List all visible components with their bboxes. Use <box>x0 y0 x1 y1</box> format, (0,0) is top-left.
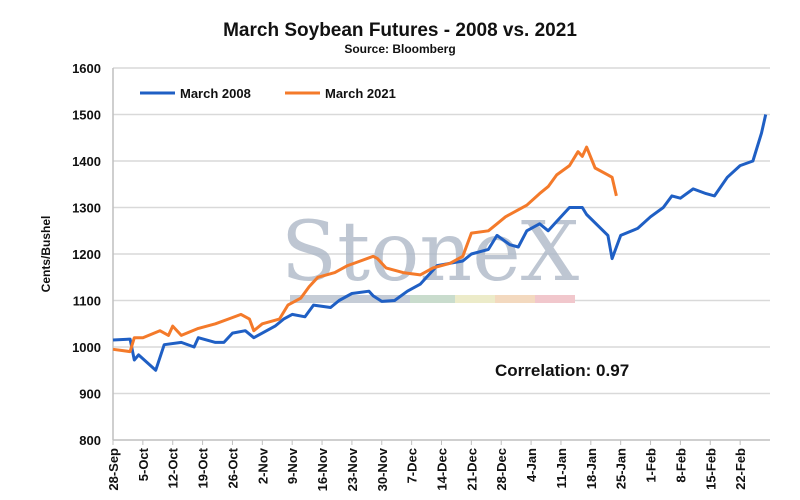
x-tick-label: 7-Dec <box>405 448 420 483</box>
x-tick-label: 16-Nov <box>315 447 330 491</box>
watermark-bar-orange <box>495 295 535 303</box>
legend: March 2008 March 2021 <box>140 86 396 101</box>
x-tick-label: 23-Nov <box>345 447 360 491</box>
watermark-bar-pink <box>535 295 575 303</box>
watermark: StoneX <box>281 205 579 303</box>
x-tick-label: 15-Feb <box>703 448 718 490</box>
x-tick-label: 11-Jan <box>554 448 569 489</box>
watermark-text: StoneX <box>281 205 579 300</box>
x-tick-label: 28-Dec <box>494 448 509 491</box>
x-tick-label: 1-Feb <box>644 448 659 483</box>
y-tick-label: 800 <box>79 433 101 448</box>
correlation-annotation: Correlation: 0.97 <box>495 361 629 380</box>
x-tick-label: 26-Oct <box>225 447 240 488</box>
x-tick-label: 8-Feb <box>673 448 688 483</box>
x-tick-label: 14-Dec <box>435 448 450 491</box>
x-tick-label: 22-Feb <box>733 448 748 490</box>
y-tick-label: 1600 <box>72 61 101 76</box>
watermark-bar-green <box>410 295 455 303</box>
x-tick-label: 25-Jan <box>614 448 629 489</box>
series-line-march-2021 <box>112 145 618 354</box>
x-tick-label: 12-Oct <box>166 447 181 488</box>
legend-label-2008: March 2008 <box>180 86 251 101</box>
y-tick-label: 900 <box>79 387 101 402</box>
x-tick-label: 9-Nov <box>285 447 300 484</box>
x-tick-label: 5-Oct <box>136 447 151 481</box>
x-tick-label: 4-Jan <box>524 448 539 482</box>
y-axis-label: Cents/Bushel <box>39 216 53 293</box>
x-tick-label: 21-Dec <box>464 448 479 491</box>
chart-title: March Soybean Futures - 2008 vs. 2021 <box>223 20 577 41</box>
legend-label-2021: March 2021 <box>325 86 396 101</box>
y-tick-label: 1300 <box>72 201 101 216</box>
x-tick-label: 30-Nov <box>375 447 390 491</box>
y-tick-label: 1100 <box>73 294 101 309</box>
watermark-bar-yellow <box>455 295 495 303</box>
watermark-bar-grey <box>290 295 410 303</box>
y-tick-label: 1400 <box>72 154 101 169</box>
x-tick-label: 18-Jan <box>584 448 599 489</box>
chart-subtitle: Source: Bloomberg <box>344 42 455 56</box>
x-tick-label: 2-Nov <box>255 447 270 484</box>
x-tick-label: 19-Oct <box>196 447 211 488</box>
x-tick-label: 28-Sep <box>106 448 121 491</box>
y-tick-label: 1500 <box>72 108 101 123</box>
y-tick-label: 1000 <box>72 340 101 355</box>
y-tick-label: 1200 <box>72 247 101 262</box>
